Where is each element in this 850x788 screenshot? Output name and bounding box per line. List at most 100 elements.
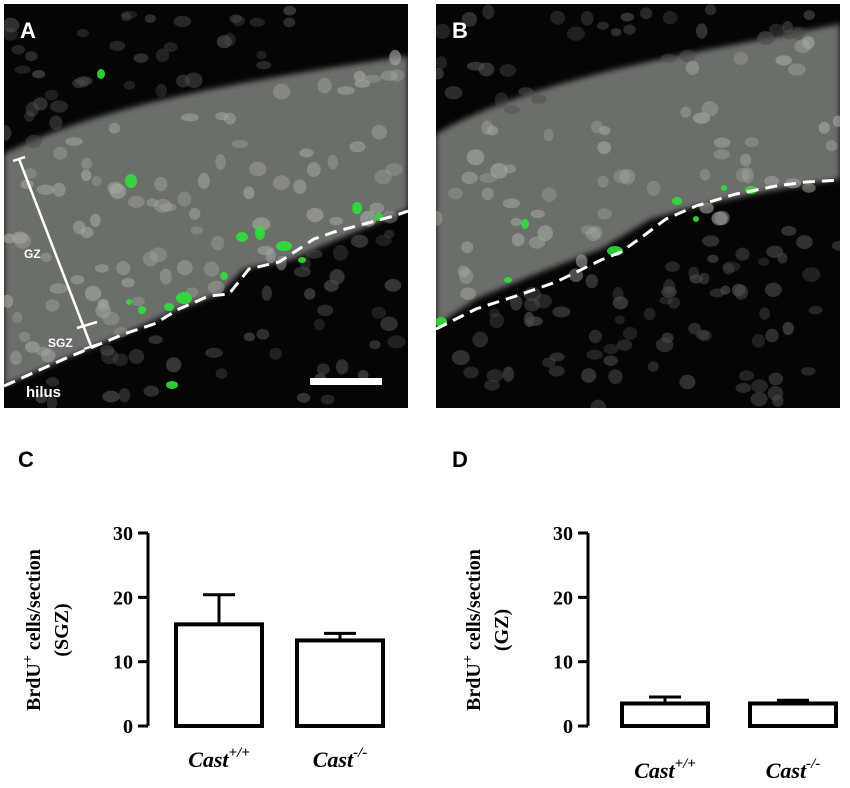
nucleus — [36, 346, 50, 357]
nucleus — [550, 10, 565, 25]
nucleus — [215, 112, 229, 121]
y-axis-label-sup: + — [461, 655, 476, 663]
nucleus — [95, 303, 111, 319]
nucleus — [155, 48, 170, 62]
nucleus — [40, 252, 52, 262]
x-tick-label: Cast+/+ — [188, 745, 250, 772]
y-axis-label-line1-rest: cells/section — [463, 549, 485, 655]
nucleus — [699, 168, 711, 181]
nucleus — [177, 191, 192, 207]
nucleus — [143, 251, 158, 267]
nucleus — [490, 162, 508, 179]
scale-bar — [310, 378, 382, 385]
brdu-positive-cell — [504, 277, 512, 283]
x-tick-label-sup: -/- — [806, 756, 820, 772]
nucleus — [667, 296, 681, 309]
nucleus — [385, 163, 403, 176]
nucleus — [792, 28, 804, 41]
nucleus — [380, 70, 398, 81]
nucleus — [586, 349, 603, 360]
nucleus — [714, 210, 730, 226]
nucleus — [436, 210, 443, 226]
nucleus — [148, 335, 163, 345]
nucleus — [713, 137, 731, 148]
nucleus — [24, 51, 38, 62]
nucleus — [482, 4, 495, 20]
nucleus — [707, 254, 719, 263]
nucleus — [818, 121, 830, 134]
nucleus — [832, 115, 840, 127]
nucleus — [25, 341, 40, 353]
nucleus — [128, 349, 145, 364]
nucleus — [661, 286, 677, 298]
nucleus — [118, 387, 131, 403]
nuclei-layer — [4, 5, 406, 408]
nucleus — [701, 101, 719, 117]
nucleus — [614, 315, 625, 325]
nucleus — [224, 32, 236, 46]
nucleus — [463, 366, 479, 379]
x-tick-label-sup: -/- — [353, 745, 367, 761]
nucleus — [680, 106, 692, 118]
bar — [620, 701, 710, 729]
nucleus — [542, 187, 557, 202]
nucleus — [502, 366, 514, 382]
nucleus — [590, 399, 606, 408]
nucleus — [802, 183, 816, 193]
nucleus — [802, 36, 815, 49]
nucleus — [84, 285, 102, 302]
nucleus — [622, 326, 638, 340]
nucleus — [585, 274, 598, 289]
nucleus — [123, 80, 136, 90]
nucleus — [369, 340, 381, 350]
nucleus — [543, 128, 554, 142]
nucleus — [65, 137, 83, 146]
nucleus — [589, 225, 603, 239]
nucleus — [329, 216, 343, 226]
nucleus — [215, 368, 228, 379]
x-tick-label-text: Cast — [188, 747, 229, 772]
brdu-positive-cell — [721, 185, 727, 191]
nucleus — [731, 283, 746, 297]
nucleus — [272, 175, 290, 190]
nucleus — [764, 175, 779, 187]
nucleus — [350, 234, 369, 248]
nucleus — [159, 268, 172, 285]
nucleus — [528, 236, 545, 249]
bar — [174, 622, 264, 728]
nucleus — [739, 370, 754, 381]
nucleus — [46, 395, 57, 408]
nucleus — [100, 345, 115, 356]
nucleus — [698, 330, 712, 342]
nucleus — [375, 234, 392, 246]
x-tick-label-text: Cast — [766, 758, 807, 783]
nucleus — [40, 348, 56, 363]
gz-measure-cap-top — [12, 155, 26, 163]
nucleus — [189, 207, 201, 220]
nucleus — [108, 122, 121, 134]
panel-label-d: D — [452, 447, 468, 472]
nucleus — [109, 183, 127, 199]
nucleus — [504, 105, 520, 115]
nucleus — [314, 318, 325, 331]
nucleus — [25, 134, 42, 149]
sgz-boundary-line — [436, 178, 840, 331]
nucleus — [448, 187, 464, 200]
nucleus — [566, 26, 585, 41]
nucleus — [384, 229, 395, 239]
nucleus — [735, 382, 752, 393]
nucleus — [689, 274, 703, 284]
nucleus — [751, 334, 766, 348]
nucleus — [283, 5, 297, 16]
nucleus — [120, 10, 138, 20]
nucleus — [825, 140, 838, 152]
nucleus — [317, 304, 334, 316]
nucleus — [802, 267, 821, 282]
y-tick-label: 10 — [553, 652, 573, 674]
nucleus — [249, 17, 265, 27]
nucleus — [486, 125, 498, 136]
nucleus — [261, 285, 272, 301]
bar — [748, 701, 838, 729]
